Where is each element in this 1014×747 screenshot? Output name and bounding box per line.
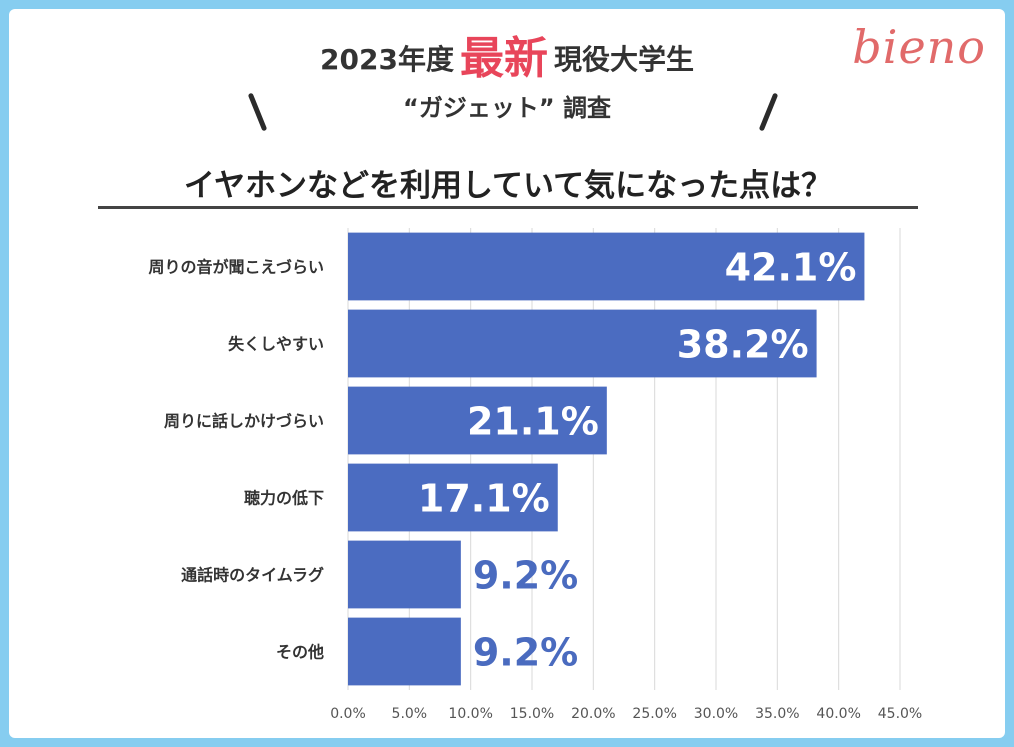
x-tick-label: 5.0% <box>392 706 428 722</box>
x-tick-label: 40.0% <box>816 706 860 722</box>
title-subject: 現役大学生 <box>553 43 694 76</box>
data-label: 42.1% <box>725 246 857 290</box>
bar <box>348 309 817 378</box>
x-tick-label: 30.0% <box>694 706 738 722</box>
category-label: 失くしやすい <box>228 335 324 354</box>
bar <box>348 232 865 301</box>
x-tick-label: 25.0% <box>632 706 676 722</box>
bieno-logo: bieno <box>852 20 986 74</box>
title-accent: 最新 <box>459 33 548 84</box>
category-label: 聴力の低下 <box>244 489 324 508</box>
data-label: 9.2% <box>473 631 578 675</box>
x-tick-label: 10.0% <box>448 706 492 722</box>
title-year: 2023年度 <box>320 43 454 76</box>
data-label: 17.1% <box>418 477 550 521</box>
data-label: 21.1% <box>467 400 599 444</box>
x-tick-label: 45.0% <box>878 706 922 722</box>
bar <box>348 463 558 532</box>
chart-title: イヤホンなどを利用していて気になった点は？ <box>183 168 833 204</box>
data-label: 38.2% <box>677 323 809 367</box>
category-label: 通話時のタイムラグ <box>181 566 324 585</box>
survey-subtitle: “ガジェット” 調査 <box>403 94 611 122</box>
category-label: 周りの音が聞こえづらい <box>148 258 324 277</box>
category-label: 周りに話しかけづらい <box>164 412 324 431</box>
x-tick-label: 15.0% <box>510 706 554 722</box>
x-tick-label: 35.0% <box>755 706 799 722</box>
bar <box>348 617 461 686</box>
x-tick-label: 0.0% <box>330 706 366 722</box>
data-label: 9.2% <box>473 554 578 598</box>
bar <box>348 386 607 455</box>
survey-title: 2023年度 最新 現役大学生 <box>0 22 1014 86</box>
bar <box>348 540 461 609</box>
x-tick-label: 20.0% <box>571 706 615 722</box>
category-label: その他 <box>276 643 324 662</box>
title-underline <box>98 206 918 209</box>
